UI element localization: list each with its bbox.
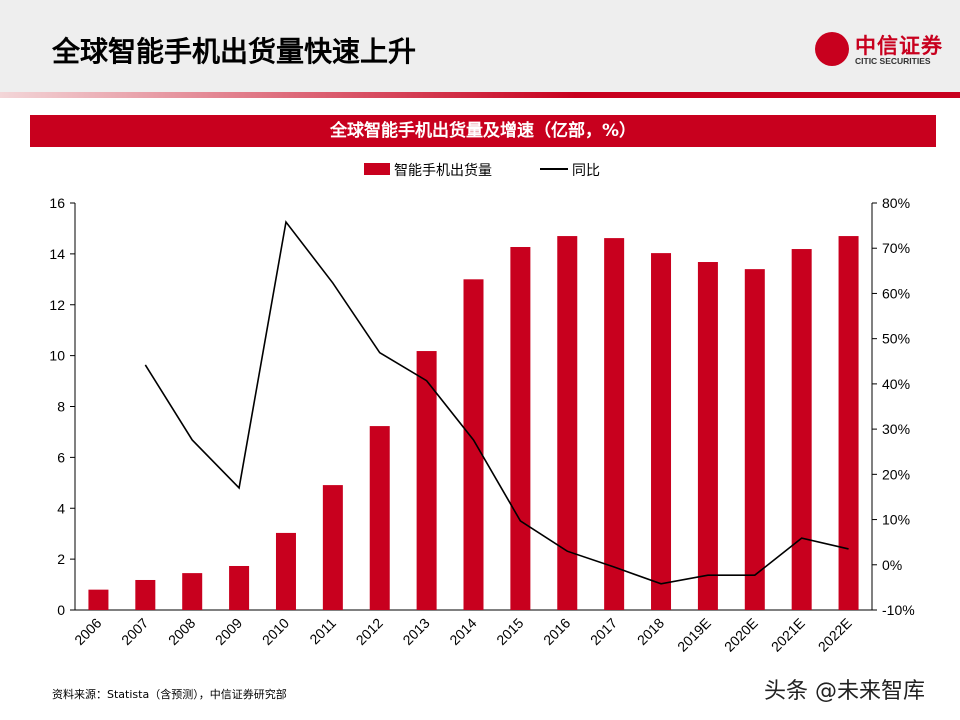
- x-tick-label: 2021E: [768, 615, 808, 655]
- header-divider: [0, 92, 960, 98]
- watermark: 头条 @未来智库: [764, 679, 925, 704]
- header-bar: [0, 0, 960, 92]
- x-tick-label: 2015: [493, 615, 526, 648]
- right-tick-label: -10%: [882, 602, 915, 618]
- left-tick-label: 0: [57, 602, 65, 618]
- x-tick-label: 2007: [118, 615, 151, 648]
- x-tick-label: 2012: [353, 615, 386, 648]
- x-tick-label: 2013: [399, 615, 432, 648]
- legend-bar-label: 智能手机出货量: [394, 162, 492, 178]
- bar-2018: [651, 253, 672, 610]
- logo-cn: 中信证券: [855, 33, 943, 58]
- legend-line-label: 同比: [572, 162, 600, 178]
- left-tick-label: 14: [49, 246, 65, 262]
- left-tick-label: 4: [57, 500, 65, 516]
- bar-2008: [182, 573, 203, 610]
- right-tick-label: 50%: [882, 331, 910, 347]
- bar-2007: [135, 579, 156, 610]
- right-tick-label: 0%: [882, 557, 902, 573]
- x-tick-label: 2011: [306, 615, 339, 648]
- legend-bar-swatch: [364, 163, 390, 175]
- right-tick-label: 20%: [882, 466, 910, 482]
- right-tick-label: 10%: [882, 512, 910, 528]
- x-tick-label: 2006: [71, 615, 104, 648]
- x-tick-label: 2016: [540, 615, 573, 648]
- x-tick-label: 2008: [165, 615, 198, 648]
- bar-2013: [416, 351, 437, 610]
- x-tick-label: 2018: [634, 615, 667, 648]
- citic-logo-icon: [815, 32, 849, 66]
- bar-2006: [88, 589, 109, 610]
- x-tick-label: 2010: [259, 615, 292, 648]
- bar-2015: [510, 247, 531, 610]
- bar-2014: [463, 279, 484, 610]
- x-tick-label: 2020E: [721, 615, 761, 655]
- left-tick-label: 16: [49, 195, 65, 211]
- x-tick-label: 2014: [446, 615, 479, 648]
- line-yoy: [144, 220, 849, 585]
- bar-2020E: [744, 269, 765, 610]
- left-tick-label: 12: [49, 297, 65, 313]
- logo-en: CITIC SECURITIES: [855, 56, 931, 66]
- x-tick-label: 2022E: [815, 615, 855, 655]
- bar-2011: [322, 485, 343, 610]
- bar-2022E: [838, 236, 859, 610]
- bar-2016: [557, 236, 578, 610]
- source-note: 资料来源：Statista（含预测），中信证券研究部: [52, 688, 287, 701]
- right-tick-label: 60%: [882, 285, 910, 301]
- right-tick-label: 80%: [882, 195, 910, 211]
- x-tick-label: 2009: [212, 615, 245, 648]
- right-tick-label: 40%: [882, 376, 910, 392]
- citic-logo: 中信证券 CITIC SECURITIES: [815, 30, 945, 70]
- chart-title: 全球智能手机出货量及增速（亿部，%）: [30, 115, 936, 147]
- right-tick-label: 30%: [882, 421, 910, 437]
- left-tick-label: 10: [49, 348, 65, 364]
- bar-2017: [604, 238, 625, 610]
- left-tick-label: 8: [57, 399, 65, 415]
- bar-2009: [229, 565, 250, 610]
- bar-2012: [369, 426, 390, 610]
- bar-2019E: [697, 262, 718, 610]
- right-tick-label: 70%: [882, 240, 910, 256]
- x-tick-label: 2017: [587, 615, 620, 648]
- page-title: 全球智能手机出货量快速上升: [52, 35, 417, 68]
- x-tick-label: 2019E: [674, 615, 714, 655]
- left-tick-label: 6: [57, 449, 65, 465]
- bar-2010: [275, 532, 296, 610]
- bar-2021E: [791, 249, 812, 610]
- left-tick-label: 2: [57, 551, 65, 567]
